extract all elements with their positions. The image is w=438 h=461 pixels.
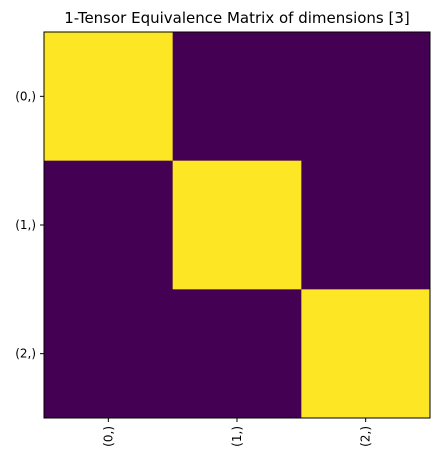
- heatmap-cell-r0-c1: [172, 32, 302, 162]
- heatmap-cells: [44, 32, 431, 419]
- heatmap-cell-r1-c1: [172, 160, 302, 290]
- x-tick-label: (1,): [230, 426, 244, 447]
- heatmap-cell-r2-c0: [44, 289, 174, 419]
- y-tick-label: (0,): [15, 89, 36, 103]
- x-tick-label: (0,): [101, 426, 115, 447]
- heatmap-cell-r2-c1: [172, 289, 302, 419]
- heatmap-cell-r1-c0: [44, 160, 174, 290]
- chart-title: 1-Tensor Equivalence Matrix of dimension…: [64, 9, 410, 27]
- heatmap-cell-r0-c2: [301, 32, 431, 162]
- x-axis-ticks: (0,) (1,) (2,): [101, 418, 373, 447]
- heatmap-cell-r2-c2: [301, 289, 431, 419]
- x-tick-label: (2,): [359, 426, 373, 447]
- y-axis-ticks: (0,) (1,) (2,): [15, 89, 44, 361]
- heatmap-cell-r1-c2: [301, 160, 431, 290]
- heatmap-cell-r0-c0: [44, 32, 174, 162]
- y-tick-label: (1,): [15, 218, 36, 232]
- y-tick-label: (2,): [15, 347, 36, 361]
